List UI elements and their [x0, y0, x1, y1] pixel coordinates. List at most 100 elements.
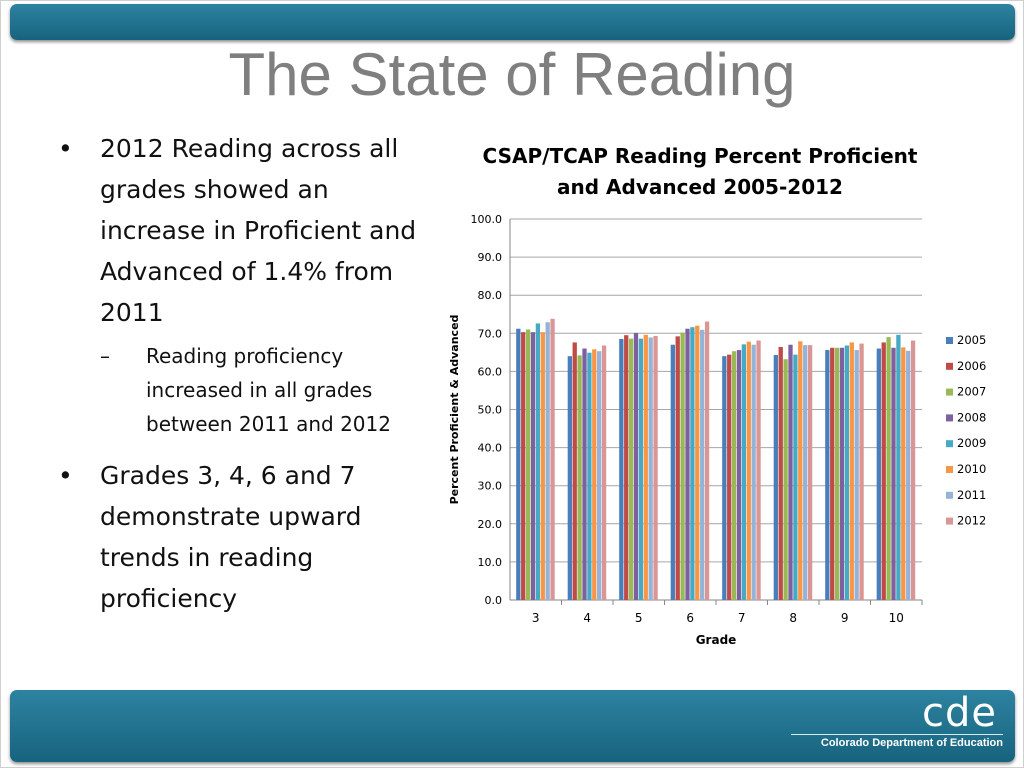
bar-2011-grade-5 — [648, 337, 653, 600]
bar-2012-grade-5 — [653, 335, 658, 600]
bar-2011-grade-6 — [700, 329, 705, 600]
bar-2009-grade-7 — [741, 344, 747, 600]
bar-2011-grade-8 — [803, 345, 808, 600]
bar-2008-grade-3 — [530, 332, 536, 600]
bar-2008-grade-10 — [891, 347, 896, 600]
org-name: Colorado Department of Education — [820, 737, 1003, 749]
bar-2011-grade-4 — [597, 351, 602, 600]
y-tick-label: 10.0 — [478, 556, 503, 569]
bullet-item: • Grades 3, 4, 6 and 7 demonstrate upwar… — [58, 455, 428, 619]
y-tick-label: 80.0 — [478, 289, 503, 302]
bar-2011-grade-9 — [854, 350, 859, 600]
bar-chart: CSAP/TCAP Reading Percent Proficient and … — [448, 144, 986, 647]
y-tick-label: 90.0 — [478, 251, 503, 264]
bullet-text: 2012 Reading across all grades showed an… — [100, 134, 417, 327]
dash-icon: – — [100, 344, 110, 368]
x-tick-label: 5 — [635, 611, 643, 625]
bar-2005-grade-4 — [567, 356, 572, 600]
cde-logo: cde — [922, 690, 997, 736]
x-tick-label: 8 — [789, 611, 797, 625]
bar-2007-grade-3 — [525, 329, 531, 600]
legend-label: 2006 — [957, 359, 986, 373]
y-tick-label: 0.0 — [485, 594, 503, 607]
bar-2009-grade-8 — [793, 354, 798, 600]
legend-label: 2007 — [957, 385, 986, 399]
x-tick-label: 4 — [583, 611, 591, 625]
legend-swatch-2010 — [946, 466, 953, 473]
bullet-dot-icon: • — [58, 134, 73, 163]
bar-2005-grade-9 — [825, 350, 830, 600]
y-tick-label: 20.0 — [478, 518, 503, 531]
bar-2006-grade-10 — [881, 342, 886, 600]
bar-2008-grade-4 — [582, 348, 587, 600]
bar-2010-grade-9 — [849, 342, 854, 600]
bullet-dot-icon: • — [58, 461, 73, 490]
bar-2008-grade-8 — [788, 344, 793, 600]
y-tick-label: 70.0 — [478, 327, 503, 340]
chart-title-line: and Advanced 2005-2012 — [557, 175, 843, 199]
bar-2012-grade-4 — [601, 345, 607, 600]
bar-2012-grade-6 — [704, 321, 710, 600]
bar-2011-grade-10 — [906, 350, 911, 600]
bar-2008-grade-6 — [685, 328, 690, 600]
x-tick-label: 6 — [686, 611, 694, 625]
bar-2006-grade-6 — [675, 336, 680, 600]
bar-2008-grade-9 — [839, 347, 845, 600]
legend-swatch-2005 — [946, 337, 953, 344]
legend-label: 2009 — [957, 436, 986, 450]
bar-2012-grade-3 — [550, 318, 555, 600]
bar-2008-grade-7 — [736, 350, 742, 600]
legend-swatch-2007 — [946, 388, 953, 396]
bar-2009-grade-9 — [844, 345, 850, 600]
bottom-banner: cde Colorado Department of Education — [10, 690, 1015, 762]
bar-2012-grade-7 — [756, 340, 761, 600]
legend-swatch-2006 — [946, 362, 953, 370]
bar-2006-grade-9 — [830, 347, 835, 600]
bar-2007-grade-7 — [731, 351, 737, 600]
bullet-list: • 2012 Reading across all grades showed … — [58, 128, 428, 625]
bar-2007-grade-6 — [680, 332, 685, 600]
bar-2006-grade-3 — [521, 332, 526, 600]
bar-2005-grade-6 — [670, 344, 675, 600]
bar-2006-grade-7 — [727, 354, 732, 600]
bar-2009-grade-10 — [896, 334, 901, 600]
bullet-item: • 2012 Reading across all grades showed … — [58, 128, 428, 333]
legend-label: 2005 — [957, 333, 986, 347]
bar-2005-grade-10 — [876, 348, 881, 600]
legend-label: 2012 — [957, 514, 986, 528]
bar-2009-grade-5 — [638, 338, 644, 600]
chart-title-line: CSAP/TCAP Reading Percent Proficient — [483, 144, 918, 168]
legend-swatch-2008 — [946, 414, 953, 422]
x-tick-label: 7 — [738, 611, 746, 625]
y-tick-label: 40.0 — [478, 442, 503, 455]
legend-swatch-2009 — [946, 440, 953, 448]
logo-divider — [791, 734, 1003, 735]
bar-2011-grade-7 — [751, 344, 756, 600]
sub-bullet-item: – Reading proficiency increased in all g… — [100, 339, 428, 441]
legend-label: 2011 — [957, 488, 986, 502]
bar-2010-grade-3 — [540, 332, 545, 600]
chart-container: CSAP/TCAP Reading Percent Proficient and … — [440, 138, 1000, 658]
slide-title: The State of Reading — [228, 41, 796, 108]
bar-2007-grade-4 — [577, 355, 582, 600]
bar-2010-grade-6 — [695, 325, 700, 600]
bar-2010-grade-8 — [798, 341, 803, 600]
bar-2012-grade-10 — [910, 340, 916, 600]
bullet-text: Grades 3, 4, 6 and 7 demonstrate upward … — [100, 461, 362, 613]
bar-2008-grade-5 — [633, 332, 639, 600]
y-tick-label: 50.0 — [478, 404, 503, 417]
bar-2010-grade-7 — [746, 341, 751, 600]
bar-2006-grade-8 — [778, 347, 783, 600]
bar-2006-grade-5 — [624, 335, 629, 600]
legend-swatch-2011 — [946, 491, 953, 499]
y-tick-label: 100.0 — [471, 213, 503, 226]
bar-2011-grade-3 — [545, 322, 550, 600]
bar-2010-grade-10 — [901, 347, 906, 600]
bar-2012-grade-9 — [859, 343, 864, 600]
y-tick-label: 30.0 — [478, 480, 503, 493]
bar-2007-grade-8 — [783, 359, 788, 600]
top-banner — [10, 4, 1015, 40]
bar-2010-grade-4 — [592, 349, 597, 600]
bar-2009-grade-3 — [535, 323, 541, 600]
bar-2005-grade-8 — [773, 355, 778, 600]
